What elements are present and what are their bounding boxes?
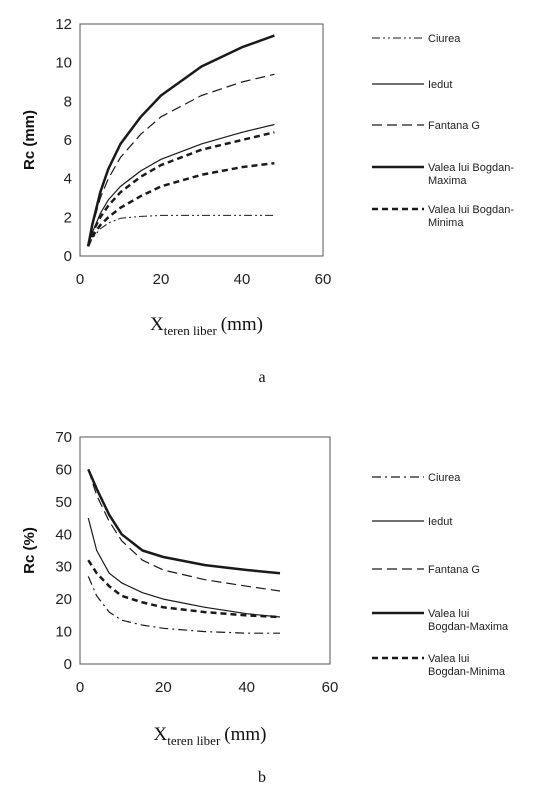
legend-label: Iedut [428,79,452,91]
y-tick-label: 60 [55,461,72,478]
legend-label: Iedut [428,516,452,528]
y-tick-label: 6 [64,132,72,149]
legend-label: Fantana G [428,120,480,132]
x-tick-label: 60 [322,679,339,696]
series-line-0 [87,214,275,247]
x-axis-label-unit: (mm) [224,724,266,745]
series-line-1 [87,123,275,247]
series-line-3 [87,468,281,575]
series-line-1 [87,517,281,618]
series-line-0 [87,576,280,634]
legend-label: Valea lui [428,653,469,665]
x-tick-label: 0 [76,271,84,288]
y-tick-label: 50 [55,494,72,511]
x-axis-label-sub: teren liber [164,323,218,338]
y-tick-label: 10 [55,55,72,72]
y-tick-label: 2 [64,209,72,226]
y-tick-label: 30 [55,559,72,576]
x-tick-label: 40 [238,679,255,696]
y-axis-label: Rc (%) [21,527,38,574]
x-axis-label-sub: teren liber [167,733,221,748]
plot-frame [79,23,324,257]
x-tick-label: 20 [153,271,170,288]
y-tick-label: 8 [64,93,72,110]
y-tick-label: 70 [55,429,72,446]
series-line-2 [87,73,275,247]
y-axis-label: Rc (mm) [21,110,38,170]
y-tick-label: 20 [55,591,72,608]
legend-label: Ciurea [428,472,461,484]
x-axis-label-unit: (mm) [221,314,263,335]
x-axis-label: Xteren liber (mm) [153,724,266,748]
x-tick-label: 20 [155,679,172,696]
series-line-4 [87,559,281,619]
legend-label: Valea lui Bogdan- [428,204,514,216]
chart-b: 0 10 20 30 40 50 60 70 0 20 40 60 Rc (%) Xteren liber… [21,429,509,786]
legend-label: Maxima [428,175,467,187]
series-line-5 [86,131,275,247]
plot-frame [79,436,331,665]
series-line-2 [87,469,281,592]
x-tick-label: 60 [315,271,332,288]
legend-label: Fantana G [428,564,480,576]
x-axis-label-main: X [153,724,167,745]
y-tick-label: 0 [64,656,72,673]
figure-caption: a [258,369,265,386]
x-axis-label-main: X [150,314,164,335]
legend-label: Minima [428,217,464,229]
legend-label: Valea lui Bogdan- [428,162,514,174]
chart-a: 0 2 4 6 8 10 12 0 20 40 60 Rc (mm) Xteren liber (mm) C… [21,16,514,386]
y-tick-label: 4 [64,171,72,188]
legend-label: Ciurea [428,33,461,45]
y-tick-label: 10 [55,624,72,641]
series-line-3 [86,34,275,247]
legend-label: Valea lui [428,608,469,620]
x-axis-label: Xteren liber (mm) [150,314,263,338]
legend-label: Bogdan-Minima [428,666,506,678]
y-tick-label: 12 [55,16,72,33]
legend-label: Bogdan-Maxima [428,621,509,633]
y-tick-label: 0 [64,248,72,265]
series-line-4 [86,161,275,247]
figure-caption: b [258,769,266,786]
x-tick-label: 0 [76,679,84,696]
y-tick-label: 40 [55,526,72,543]
x-tick-label: 40 [234,271,251,288]
